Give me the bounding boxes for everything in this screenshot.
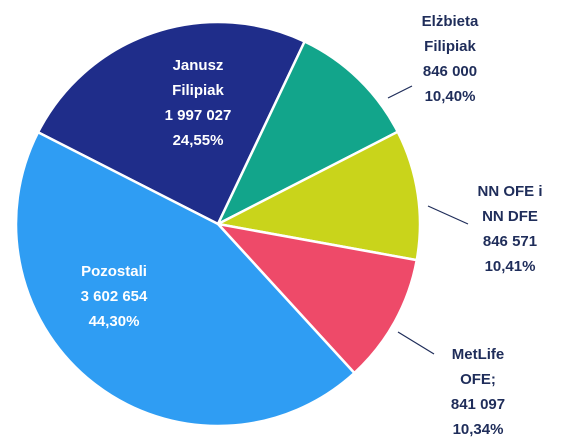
value-label: 841 097	[451, 396, 505, 413]
slice-label: MetLife	[452, 346, 505, 363]
pie-slice	[14, 130, 357, 428]
value-label: 3 602 654	[81, 288, 148, 305]
slice-label: Janusz	[173, 57, 224, 74]
leader-lines	[387, 85, 469, 355]
pie	[14, 20, 422, 428]
leader-line	[387, 85, 413, 99]
percent-label: 24,55%	[173, 132, 224, 149]
value-label: 1 997 027	[165, 107, 232, 124]
slice-label: NN OFE i	[477, 183, 542, 200]
value-label: 846 571	[483, 233, 537, 250]
slice-label: Filipiak	[172, 82, 224, 99]
percent-label: 44,30%	[89, 313, 140, 330]
pie-slice	[36, 20, 307, 226]
percent-label: 10,34%	[453, 421, 504, 438]
slice-label: NN DFE	[482, 208, 538, 225]
slice-label: OFE;	[460, 371, 496, 388]
value-label: 846 000	[423, 63, 477, 80]
percent-label: 10,41%	[485, 258, 536, 275]
slice-label: Elżbieta	[422, 13, 479, 30]
slice-label: Filipiak	[424, 38, 476, 55]
slice-label: Pozostali	[81, 263, 147, 280]
percent-label: 10,40%	[425, 88, 476, 105]
pie-slice	[214, 130, 422, 262]
pie-slice	[215, 39, 400, 227]
pie-slice	[214, 222, 419, 375]
leader-line	[427, 205, 469, 225]
leader-line	[397, 331, 435, 355]
